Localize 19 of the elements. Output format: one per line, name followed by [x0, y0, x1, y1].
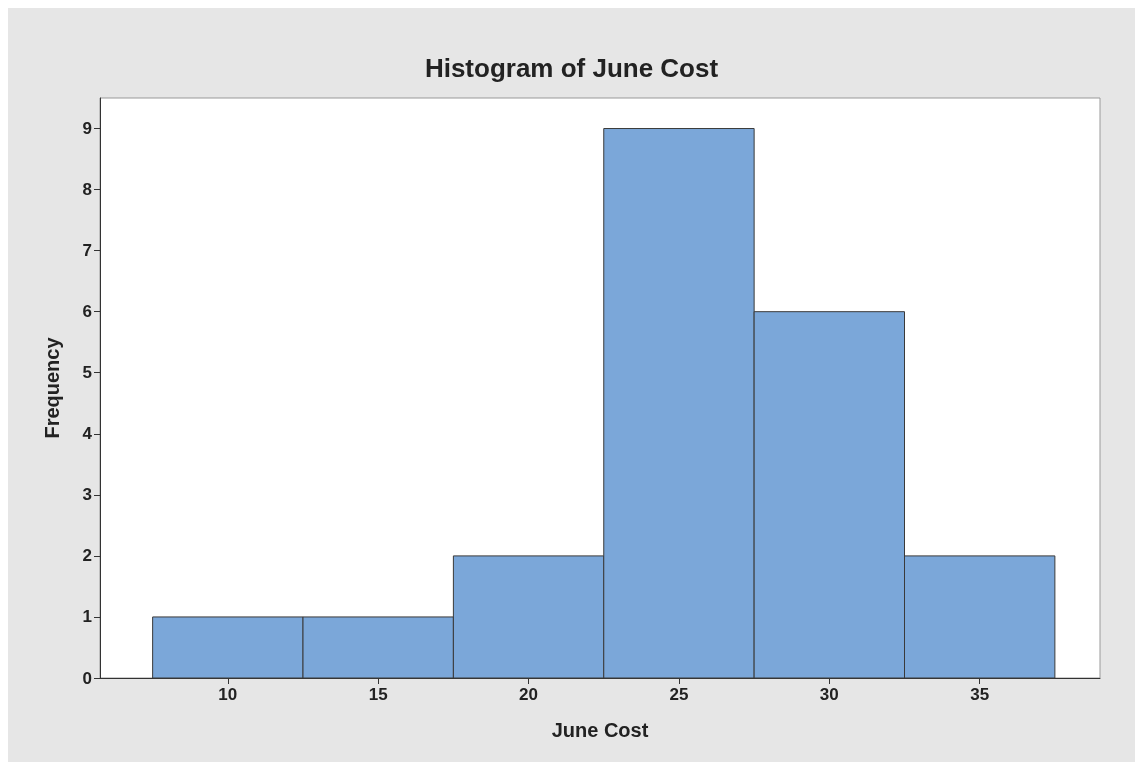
y-tick-label: 3	[82, 485, 92, 505]
y-tick-label: 1	[82, 607, 92, 627]
y-tick-label: 6	[82, 302, 92, 322]
x-tick-label: 15	[368, 685, 388, 704]
y-tick-label: 8	[82, 180, 92, 200]
y-tick-label: 0	[82, 668, 92, 688]
x-tick-label: 35	[970, 685, 990, 704]
y-tick-label: 5	[82, 363, 92, 383]
chart-title: Histogram of June Cost	[424, 53, 719, 83]
y-tick-label: 9	[82, 119, 92, 139]
y-tick-label: 7	[82, 241, 92, 261]
y-tick-label: 4	[82, 424, 93, 444]
x-tick-label: 30	[819, 685, 839, 704]
x-tick-label: 25	[669, 685, 689, 704]
x-tick-label: 10	[218, 685, 238, 704]
y-axis-title: Frequency	[41, 336, 63, 439]
y-tick-label: 2	[82, 546, 92, 566]
x-tick-label: 20	[519, 685, 539, 704]
x-axis-title: June Cost	[551, 719, 649, 741]
